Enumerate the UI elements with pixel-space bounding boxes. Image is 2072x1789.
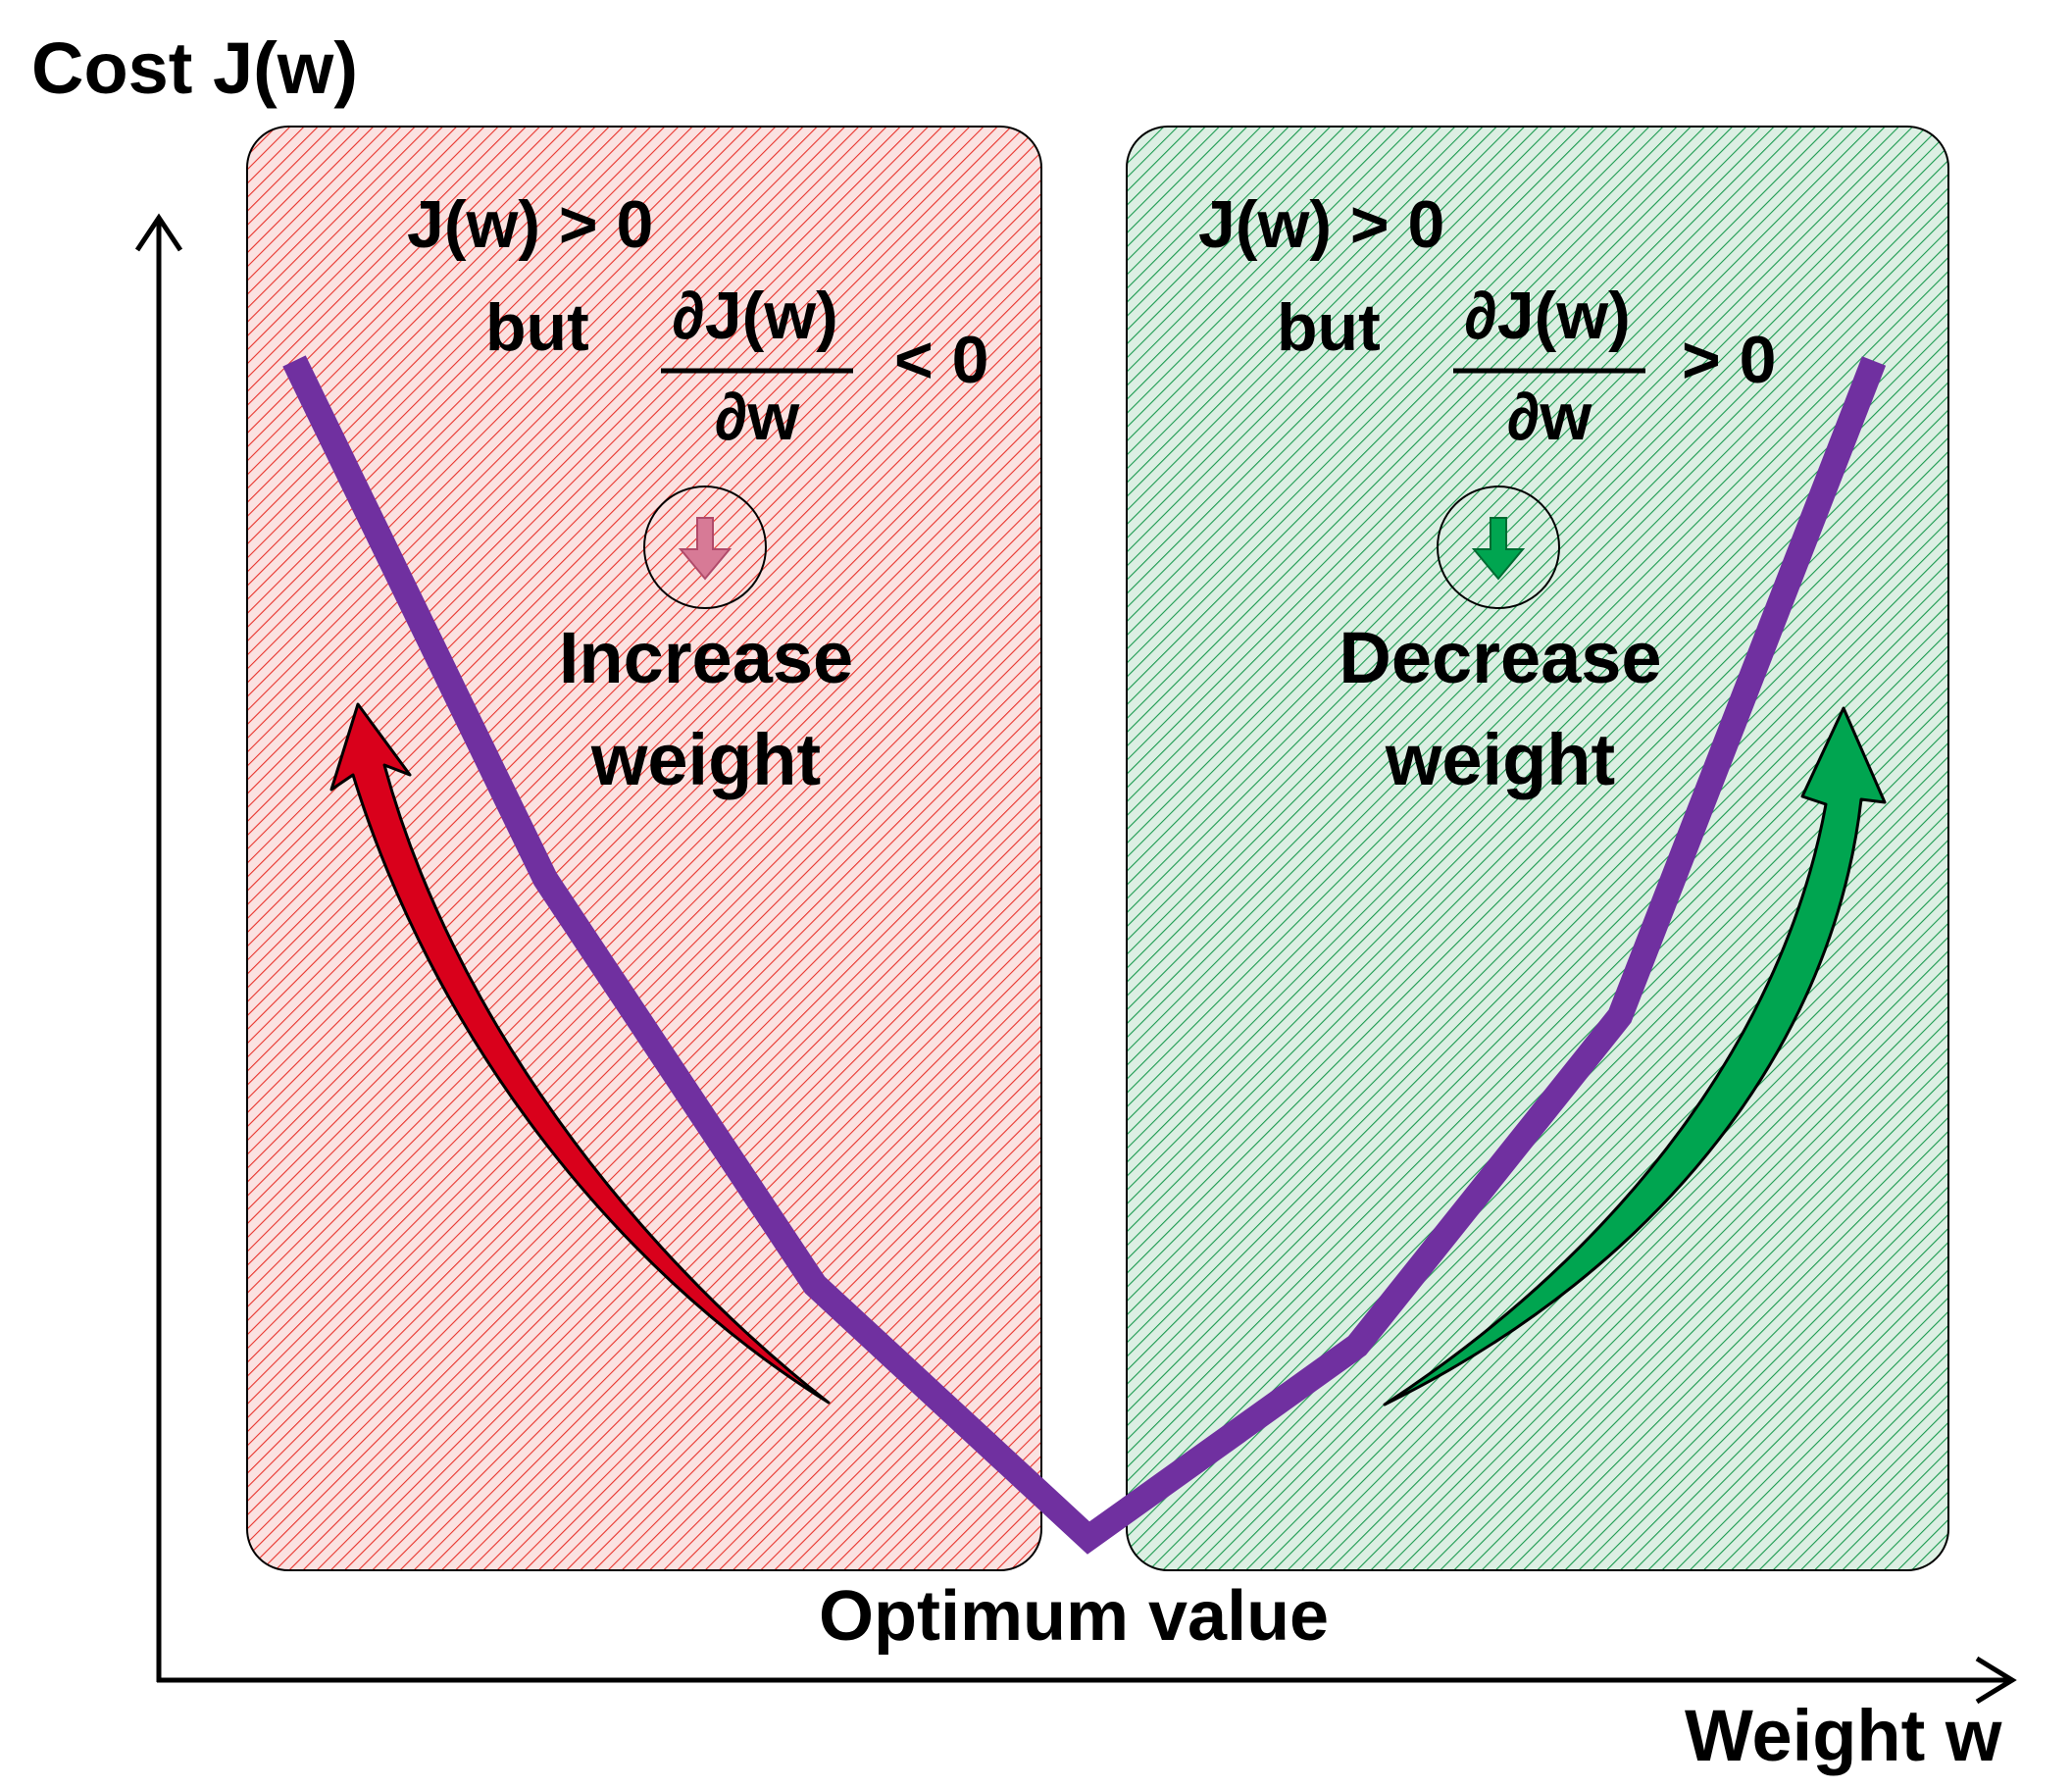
right-but: but — [1277, 290, 1381, 365]
right-derivative-denominator: ∂w — [1507, 380, 1593, 454]
right-region-box — [1126, 126, 1949, 1571]
left-down-indicator-icon — [643, 486, 767, 609]
left-action-line1: Increase — [559, 617, 853, 698]
right-region-text: J(w) > 0 but ∂J(w) ∂w > 0 Decrease weigh… — [1198, 187, 1776, 800]
x-axis-label: Weight w — [1685, 1695, 2002, 1776]
y-axis-label: Cost J(w) — [31, 27, 358, 109]
right-action-line1: Decrease — [1339, 617, 1661, 698]
optimum-label: Optimum value — [819, 1577, 1329, 1656]
right-curved-arrow — [1383, 706, 1887, 1406]
y-axis-arrowhead — [134, 213, 183, 252]
cost-curve — [282, 355, 1887, 1555]
left-condition: J(w) > 0 — [407, 187, 653, 262]
left-curved-arrow — [329, 702, 831, 1405]
left-derivative-numerator: ∂J(w) — [672, 279, 838, 353]
right-condition: J(w) > 0 — [1198, 187, 1444, 262]
right-derivative-numerator: ∂J(w) — [1464, 279, 1631, 353]
left-comparison: < 0 — [894, 323, 988, 397]
x-axis-arrowhead — [1975, 1656, 2017, 1705]
right-down-indicator-icon — [1437, 486, 1560, 609]
left-region-box — [246, 126, 1042, 1571]
right-action-line2: weight — [1385, 719, 1615, 800]
left-region-text: J(w) > 0 but ∂J(w) ∂w < 0 Increase weigh… — [407, 187, 988, 800]
left-derivative-denominator: ∂w — [715, 380, 801, 454]
left-but: but — [485, 290, 589, 365]
left-action-line2: weight — [590, 719, 821, 800]
right-comparison: > 0 — [1682, 323, 1776, 397]
axes — [134, 213, 2017, 1705]
